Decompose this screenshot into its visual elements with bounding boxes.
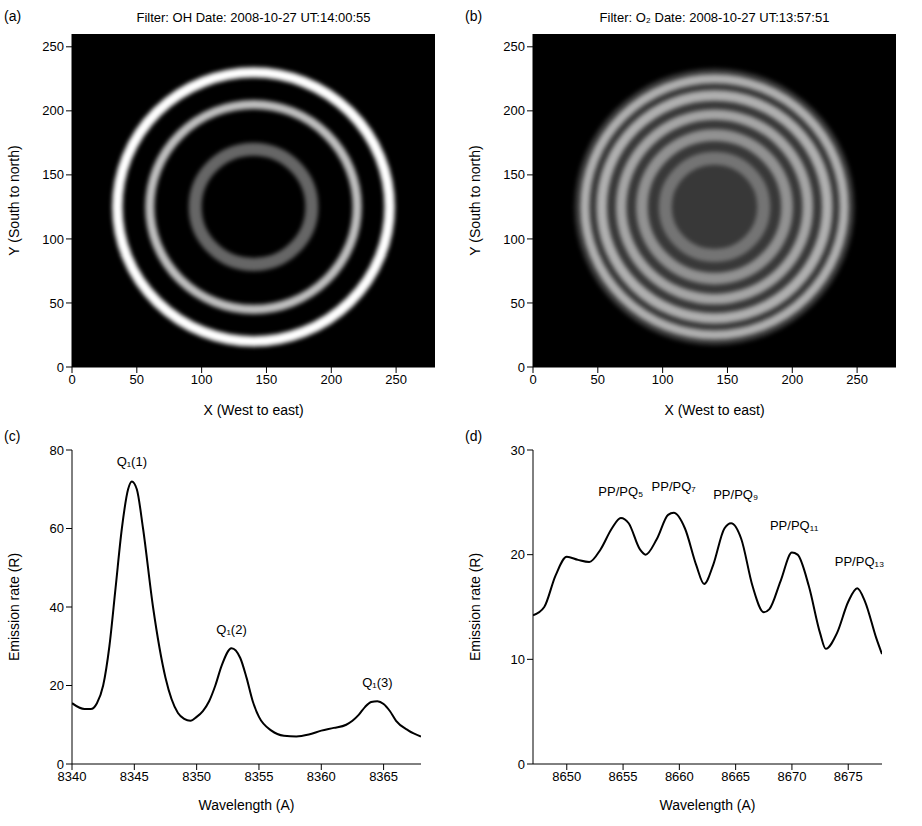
svg-text:PP/PQ₁₃: PP/PQ₁₃ — [835, 554, 884, 569]
svg-text:0: 0 — [518, 360, 525, 375]
svg-text:Emission rate (R): Emission rate (R) — [6, 553, 22, 661]
svg-text:50: 50 — [591, 372, 605, 387]
svg-text:8655: 8655 — [609, 769, 638, 784]
svg-text:60: 60 — [50, 521, 64, 536]
svg-text:30: 30 — [511, 443, 525, 458]
svg-text:10: 10 — [511, 652, 525, 667]
svg-text:0: 0 — [68, 372, 75, 387]
svg-text:Q₁(2): Q₁(2) — [216, 622, 246, 637]
svg-text:0: 0 — [57, 757, 64, 772]
svg-text:X (West to east): X (West to east) — [203, 402, 303, 418]
svg-text:100: 100 — [652, 372, 674, 387]
svg-text:PP/PQ₉: PP/PQ₉ — [713, 487, 758, 502]
svg-text:150: 150 — [503, 167, 525, 182]
svg-text:8665: 8665 — [721, 769, 750, 784]
svg-text:8660: 8660 — [665, 769, 694, 784]
svg-text:8365: 8365 — [369, 769, 398, 784]
svg-text:20: 20 — [50, 678, 64, 693]
svg-text:0: 0 — [518, 757, 525, 772]
svg-text:8350: 8350 — [182, 769, 211, 784]
svg-text:Emission rate (R): Emission rate (R) — [467, 553, 483, 661]
svg-text:100: 100 — [191, 372, 213, 387]
svg-text:Wavelength (A): Wavelength (A) — [199, 797, 295, 813]
svg-text:PP/PQ₅: PP/PQ₅ — [598, 484, 643, 499]
svg-text:8340: 8340 — [57, 769, 87, 785]
html-text:(c): (c) — [4, 428, 21, 444]
svg-text:Q₁(1): Q₁(1) — [117, 454, 147, 469]
svg-text:8360: 8360 — [307, 769, 336, 784]
svg-text:PP/PQ₁₁: PP/PQ₁₁ — [770, 518, 819, 533]
svg-text:200: 200 — [781, 372, 803, 387]
svg-text:Y (South to north): Y (South to north) — [467, 145, 483, 255]
svg-text:8345: 8345 — [120, 769, 149, 784]
svg-text:0: 0 — [529, 372, 536, 387]
svg-text:100: 100 — [42, 232, 64, 247]
svg-text:250: 250 — [385, 372, 407, 387]
svg-text:40: 40 — [50, 600, 64, 615]
svg-text:8670: 8670 — [777, 769, 806, 784]
svg-text:150: 150 — [42, 167, 64, 182]
svg-text:250: 250 — [846, 372, 868, 387]
svg-text:200: 200 — [503, 103, 525, 118]
html-text:(a): (a) — [4, 8, 22, 24]
svg-text:Wavelength (A): Wavelength (A) — [660, 797, 756, 813]
svg-text:8675: 8675 — [834, 769, 863, 784]
svg-text:80: 80 — [50, 443, 64, 458]
svg-text:0: 0 — [57, 360, 64, 375]
svg-text:50: 50 — [130, 372, 144, 387]
svg-text:Y (South to north): Y (South to north) — [6, 145, 22, 255]
svg-text:250: 250 — [42, 39, 64, 54]
html-text:Filter: OH Date: 2008-10-27 UT: Filter: OH Date: 2008-10-27 UT:14:00:55 — [136, 10, 371, 25]
svg-text:20: 20 — [511, 547, 525, 562]
svg-text:Q₁(3): Q₁(3) — [362, 675, 392, 690]
svg-text:150: 150 — [717, 372, 739, 387]
svg-text:PP/PQ₇: PP/PQ₇ — [652, 479, 697, 494]
svg-text:200: 200 — [320, 372, 342, 387]
html-text:(d): (d) — [465, 428, 483, 444]
html-text:(b): (b) — [465, 8, 483, 24]
svg-text:8650: 8650 — [552, 769, 581, 784]
svg-text:50: 50 — [511, 296, 525, 311]
svg-text:200: 200 — [42, 103, 64, 118]
svg-text:100: 100 — [503, 232, 525, 247]
html-text:Filter: O₂ Date: 2008-10-27 UT: Filter: O₂ Date: 2008-10-27 UT:13:57:51 — [599, 10, 830, 25]
svg-text:8355: 8355 — [245, 769, 274, 784]
svg-text:150: 150 — [256, 372, 278, 387]
svg-text:250: 250 — [503, 39, 525, 54]
svg-text:50: 50 — [50, 296, 64, 311]
svg-text:X (West to east): X (West to east) — [664, 402, 764, 418]
